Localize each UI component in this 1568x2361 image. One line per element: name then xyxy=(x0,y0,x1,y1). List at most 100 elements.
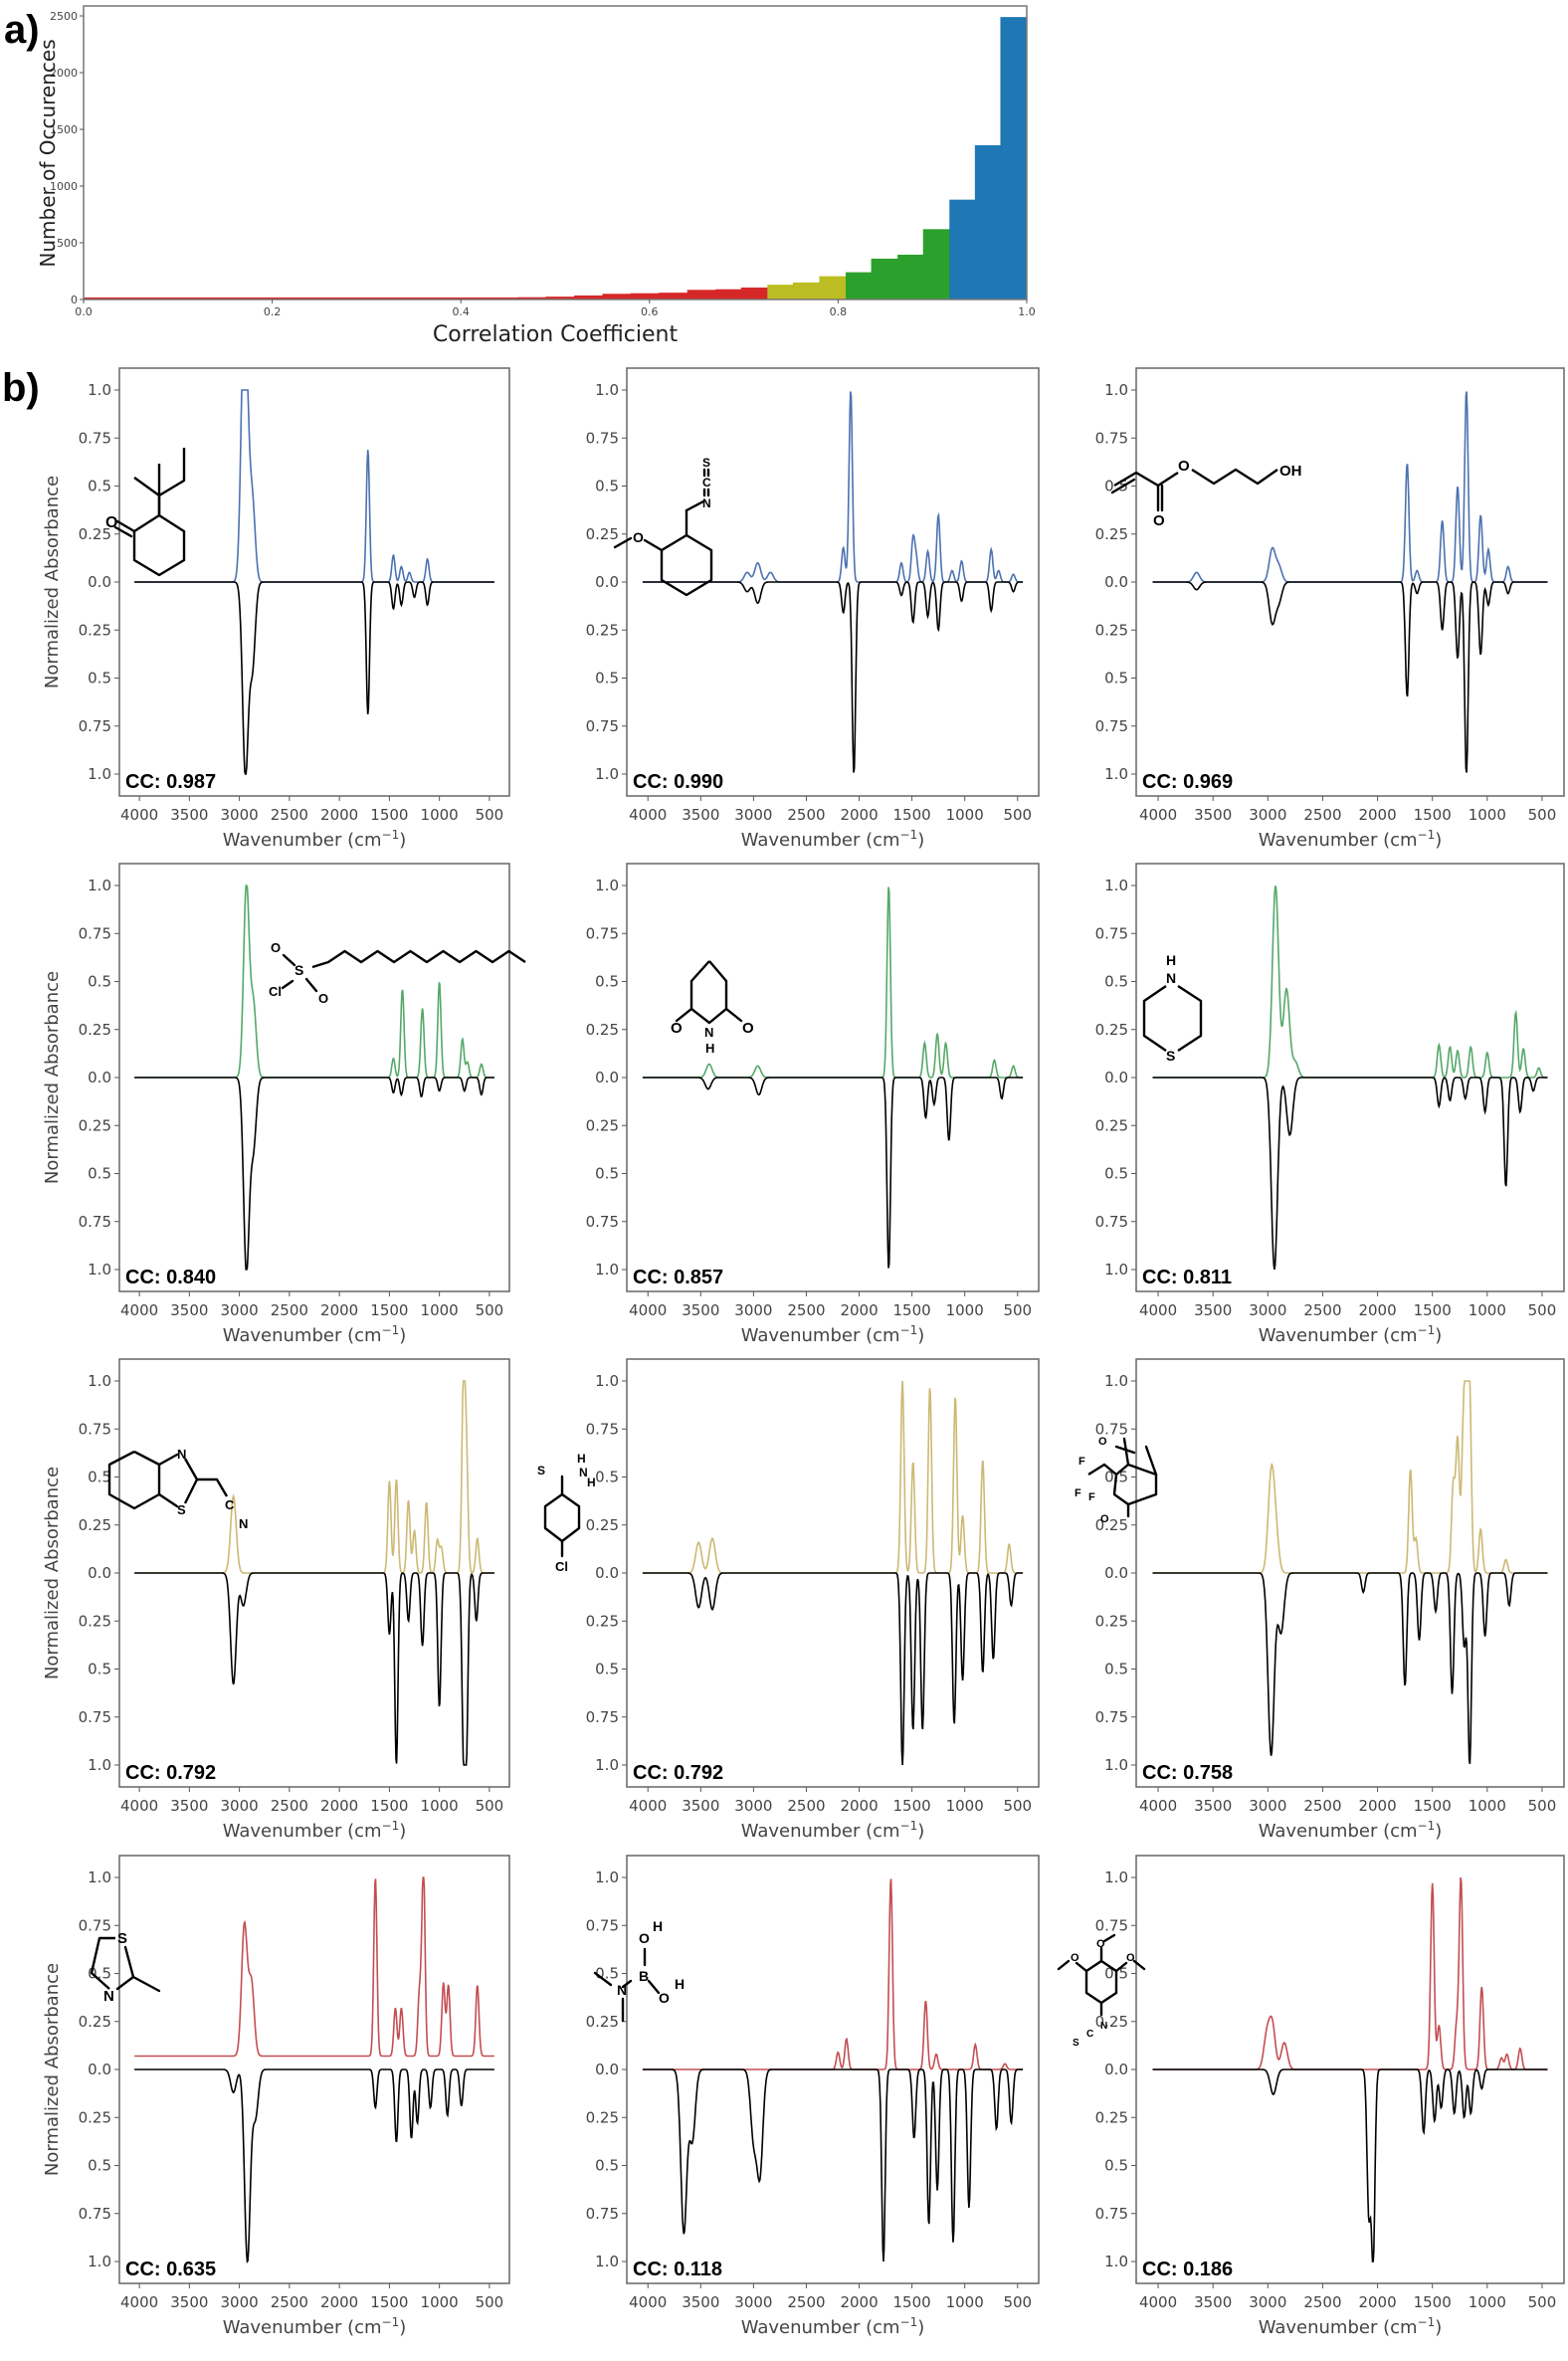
histogram-bar xyxy=(740,288,768,299)
svg-text:O: O xyxy=(271,940,281,955)
histogram-xtick: 1.0 xyxy=(1018,305,1036,318)
y-tick: 1.0 xyxy=(88,765,111,783)
y-tick: 0.0 xyxy=(88,1069,111,1086)
histogram-bar xyxy=(845,272,873,299)
x-tick: 500 xyxy=(1003,1301,1032,1319)
histogram-ylabel: Number of Occurences xyxy=(36,39,60,267)
svg-text:N: N xyxy=(1166,970,1176,986)
svg-text:S: S xyxy=(1166,1048,1175,1064)
correlation-coefficient-label: CC: 0.118 xyxy=(633,2259,722,2280)
svg-text:F: F xyxy=(1078,1456,1085,1468)
svg-text:O: O xyxy=(671,1020,683,1037)
y-tick: 1.0 xyxy=(1104,765,1128,783)
y-tick: 1.0 xyxy=(595,765,619,783)
x-tick: 1500 xyxy=(1414,1797,1452,1815)
x-tick: 1500 xyxy=(893,806,931,824)
histogram-ytick: 2000 xyxy=(50,67,78,80)
histogram-bar xyxy=(974,144,1001,299)
y-tick: 0.5 xyxy=(1104,973,1128,991)
x-tick: 2500 xyxy=(1303,2293,1341,2311)
histogram-bar xyxy=(871,258,898,299)
x-tick: 4000 xyxy=(629,1797,667,1815)
histogram-bar xyxy=(517,296,547,299)
x-tick: 3500 xyxy=(170,806,208,824)
svg-text:N: N xyxy=(702,496,711,510)
y-tick: 0.75 xyxy=(586,2205,619,2223)
histogram-bars xyxy=(84,17,1028,299)
spectrum-panel: 4000 3500 3000 2500 2000 1500 1000 500 1.0 0.75 0.… xyxy=(42,1855,510,2338)
x-tick: 3500 xyxy=(682,1301,719,1319)
x-tick: 2000 xyxy=(320,1301,358,1319)
correlation-coefficient-label: CC: 0.792 xyxy=(125,1762,216,1784)
y-tick: 1.0 xyxy=(1104,1261,1128,1279)
x-tick: 2500 xyxy=(1303,1301,1341,1319)
plot-frame xyxy=(626,863,1040,1292)
y-tick: 0.75 xyxy=(1095,2205,1128,2223)
y-tick: 0.5 xyxy=(1104,2157,1128,2175)
x-tick: 3000 xyxy=(1249,2293,1286,2311)
x-axis-label: Wavenumber (cm−1) xyxy=(741,2315,925,2338)
x-tick: 3000 xyxy=(221,1797,259,1815)
histogram-xtick: 0.6 xyxy=(641,305,659,318)
x-tick: 1500 xyxy=(1414,1301,1452,1319)
x-axis-label: Wavenumber (cm−1) xyxy=(1259,1819,1443,1842)
svg-text:O: O xyxy=(1100,1513,1109,1525)
y-tick: 0.25 xyxy=(586,1612,619,1630)
x-tick: 3500 xyxy=(1194,1797,1232,1815)
x-tick: 2000 xyxy=(840,1797,878,1815)
histogram-ticks: 0.0 0.2 0.4 0.6 0.8 1.0 0 500 1000 1500 2000 2500 xyxy=(50,10,1036,318)
x-axis-label: Wavenumber (cm−1) xyxy=(223,1323,407,1346)
plot-frame xyxy=(118,863,510,1292)
predicted-spectrum-line xyxy=(642,1878,1024,2070)
x-tick: 4000 xyxy=(120,1301,158,1319)
y-tick: 0.0 xyxy=(88,573,111,591)
svg-text:O: O xyxy=(659,1990,670,2006)
molecule-structure: O O NH xyxy=(671,960,754,1056)
experimental-spectrum-line xyxy=(134,1572,494,1766)
y-tick: 0.5 xyxy=(88,1165,111,1183)
y-tick: 0.5 xyxy=(595,478,619,495)
y-axis-label: Normalized Absorbance xyxy=(42,476,63,689)
x-tick: 3000 xyxy=(221,2293,259,2311)
x-tick: 3000 xyxy=(734,2293,772,2311)
svg-text:H: H xyxy=(577,1452,586,1466)
svg-text:S: S xyxy=(294,962,303,978)
histogram-bar xyxy=(897,254,924,299)
svg-text:H: H xyxy=(653,1918,663,1934)
y-tick: 0.5 xyxy=(88,1661,111,1678)
y-tick: 0.75 xyxy=(79,1916,111,1934)
histogram-ytick: 1000 xyxy=(50,180,78,193)
x-tick: 1000 xyxy=(946,806,984,824)
histogram-ytick: 1500 xyxy=(50,123,78,136)
plot-frame xyxy=(1135,1358,1565,1788)
x-tick: 4000 xyxy=(629,806,667,824)
y-tick: 0.75 xyxy=(79,1420,111,1438)
x-tick: 1500 xyxy=(370,1301,408,1319)
panel-label-a: a) xyxy=(4,8,40,52)
y-tick: 1.0 xyxy=(88,877,111,894)
spectrum-panel: 4000 3500 3000 2500 2000 1500 1000 500 1.0 0.75 0.… xyxy=(1057,1855,1565,2338)
y-tick: 0.0 xyxy=(595,1069,619,1086)
histogram-xtick: 0.2 xyxy=(264,305,282,318)
molecule-structure: SN xyxy=(90,1930,161,2005)
y-tick: 0.25 xyxy=(1095,1612,1128,1630)
y-tick: 0.75 xyxy=(1095,429,1128,447)
svg-text:OH: OH xyxy=(1279,463,1302,480)
y-tick: 0.25 xyxy=(1095,1116,1128,1134)
x-axis-label: Wavenumber (cm−1) xyxy=(741,1819,925,1842)
x-tick: 500 xyxy=(1003,2293,1032,2311)
spectrum-panel: 4000 3500 3000 2500 2000 1500 1000 500 1.0 0.75 0.… xyxy=(586,863,1040,1346)
y-tick: 0.75 xyxy=(1095,1708,1128,1726)
y-tick: 0.5 xyxy=(1104,1165,1128,1183)
y-tick: 0.25 xyxy=(1095,1021,1128,1039)
experimental-spectrum-line xyxy=(134,581,494,775)
experimental-spectrum-line xyxy=(1152,1077,1548,1271)
y-tick: 1.0 xyxy=(1104,381,1128,399)
x-tick: 2500 xyxy=(271,2293,308,2311)
y-tick: 0.75 xyxy=(1095,1916,1128,1934)
x-tick: 500 xyxy=(476,1301,504,1319)
y-tick: 0.5 xyxy=(595,2157,619,2175)
y-tick: 1.0 xyxy=(88,2253,111,2270)
y-tick: 0.75 xyxy=(586,717,619,735)
histogram-bar xyxy=(659,293,688,299)
